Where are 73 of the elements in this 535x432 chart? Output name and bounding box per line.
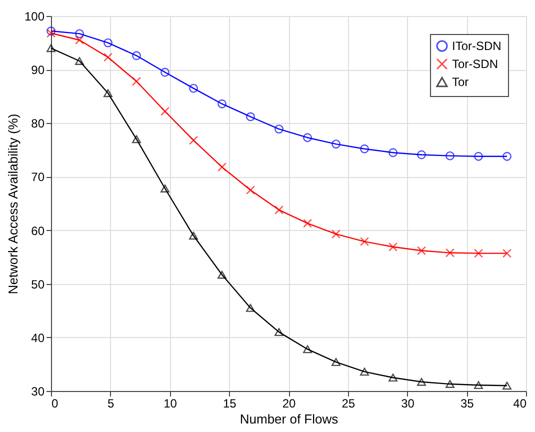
x-tick-label: 20 — [282, 396, 296, 410]
point — [360, 368, 369, 376]
y-tick-label: 60 — [31, 224, 45, 238]
point — [274, 124, 284, 134]
point — [189, 136, 198, 145]
point — [274, 328, 284, 336]
point — [332, 230, 340, 239]
point — [104, 38, 112, 48]
point — [502, 248, 512, 258]
point — [303, 218, 312, 228]
point — [502, 382, 512, 390]
point — [189, 232, 198, 240]
x-tick-label: 15 — [222, 396, 237, 410]
point — [132, 76, 141, 86]
point — [75, 57, 84, 65]
point — [388, 148, 398, 158]
point — [160, 106, 170, 116]
point — [474, 381, 483, 390]
point — [46, 26, 56, 36]
x-tick-label: 40 — [513, 396, 527, 410]
y-tick-label: 30 — [31, 384, 45, 398]
y-axis-title: Network Access Availability (%) — [5, 114, 20, 294]
point — [246, 186, 255, 195]
point — [132, 51, 141, 60]
point — [446, 151, 454, 160]
point — [246, 112, 255, 122]
y-tick-label: 70 — [31, 170, 45, 184]
point — [75, 36, 84, 45]
point — [474, 248, 483, 258]
point — [388, 242, 398, 252]
y-tick-label: 40 — [31, 330, 45, 345]
point — [388, 374, 398, 382]
point — [446, 380, 454, 388]
point — [502, 152, 512, 161]
legend-label: ITor-SDN — [452, 39, 502, 53]
point — [46, 44, 56, 52]
legend-label: Tor-SDN — [452, 57, 498, 71]
point — [417, 246, 426, 256]
y-tick-label: 90 — [31, 63, 45, 78]
point — [446, 248, 454, 258]
point — [75, 29, 84, 38]
point — [104, 89, 112, 98]
point — [160, 68, 170, 77]
point — [303, 345, 312, 354]
x-tick-label: 10 — [164, 396, 178, 410]
point — [189, 84, 198, 93]
point — [303, 133, 312, 142]
x-tick-label: 0 — [52, 396, 58, 410]
point — [104, 52, 112, 62]
x-tick-label: 5 — [108, 396, 115, 410]
point — [218, 99, 226, 108]
x-axis-title: Number of Flows — [240, 412, 339, 426]
y-tick-label: 100 — [24, 10, 45, 24]
x-tick-label: 30 — [401, 396, 415, 410]
point — [417, 150, 426, 160]
point — [332, 140, 340, 148]
point — [474, 152, 483, 161]
legend-label: Tor — [452, 75, 469, 89]
point — [360, 144, 369, 154]
point — [132, 135, 141, 144]
point — [332, 358, 340, 366]
y-tick-label: 80 — [31, 116, 45, 131]
x-tick-label: 35 — [460, 396, 474, 410]
point — [417, 378, 426, 386]
point — [160, 184, 170, 192]
point — [46, 28, 56, 38]
point — [274, 205, 284, 214]
point — [218, 270, 226, 279]
y-tick-label: 50 — [31, 277, 45, 292]
point — [218, 162, 226, 172]
point — [246, 304, 255, 312]
point — [360, 237, 369, 246]
x-tick-label: 25 — [342, 396, 356, 410]
